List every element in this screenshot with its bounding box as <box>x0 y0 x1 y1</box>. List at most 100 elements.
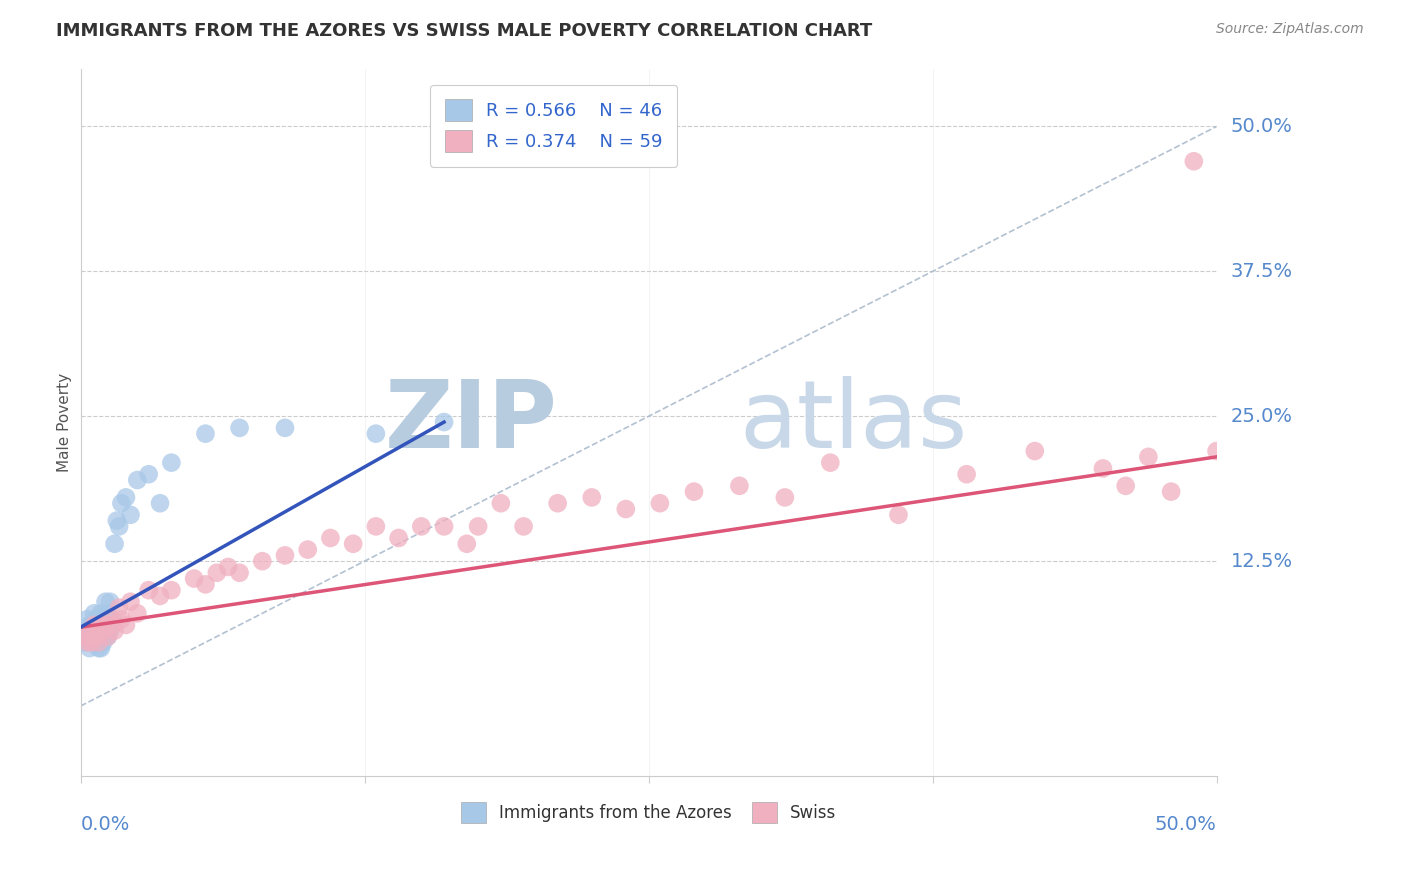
Point <box>97 607 120 621</box>
Point <box>956 467 979 482</box>
Point <box>252 554 274 568</box>
Point <box>83 624 105 638</box>
Point <box>87 635 110 649</box>
Point <box>456 537 478 551</box>
Point <box>1160 484 1182 499</box>
Y-axis label: Male Poverty: Male Poverty <box>58 373 72 472</box>
Point <box>614 502 637 516</box>
Point <box>228 421 250 435</box>
Point <box>94 618 117 632</box>
Point <box>127 607 149 621</box>
Point <box>194 426 217 441</box>
Point <box>820 456 842 470</box>
Point <box>91 624 114 638</box>
Point <box>115 618 138 632</box>
Point <box>79 618 101 632</box>
Point <box>76 635 98 649</box>
Point <box>228 566 250 580</box>
Point <box>110 496 132 510</box>
Text: Source: ZipAtlas.com: Source: ZipAtlas.com <box>1216 22 1364 37</box>
Point <box>411 519 433 533</box>
Point <box>73 630 96 644</box>
Point <box>120 508 142 522</box>
Point <box>91 635 114 649</box>
Point <box>160 583 183 598</box>
Point <box>94 630 117 644</box>
Point <box>433 415 456 429</box>
Point <box>149 496 172 510</box>
Text: atlas: atlas <box>740 376 967 468</box>
Point <box>83 630 105 644</box>
Point <box>91 612 114 626</box>
Point <box>547 496 569 510</box>
Text: 50.0%: 50.0% <box>1230 117 1292 136</box>
Text: 0.0%: 0.0% <box>80 814 129 833</box>
Point <box>1115 479 1137 493</box>
Point <box>83 635 105 649</box>
Point <box>489 496 512 510</box>
Text: 37.5%: 37.5% <box>1230 262 1292 281</box>
Point <box>104 537 127 551</box>
Point <box>98 624 121 638</box>
Point <box>87 641 110 656</box>
Point <box>467 519 489 533</box>
Point <box>98 612 121 626</box>
Point <box>149 589 172 603</box>
Point <box>86 612 108 626</box>
Point <box>512 519 534 533</box>
Point <box>110 612 132 626</box>
Point <box>90 630 112 644</box>
Point <box>194 577 217 591</box>
Point <box>120 595 142 609</box>
Point <box>79 641 101 656</box>
Point <box>108 519 131 533</box>
Point <box>364 519 387 533</box>
Point <box>80 630 103 644</box>
Point <box>98 595 121 609</box>
Point <box>1091 461 1114 475</box>
Point <box>205 566 228 580</box>
Text: 25.0%: 25.0% <box>1230 407 1292 425</box>
Point <box>76 612 98 626</box>
Text: ZIP: ZIP <box>385 376 558 468</box>
Point <box>160 456 183 470</box>
Point <box>73 635 96 649</box>
Point <box>83 607 105 621</box>
Text: 12.5%: 12.5% <box>1230 551 1292 571</box>
Point <box>887 508 910 522</box>
Point <box>1024 444 1046 458</box>
Point <box>94 595 117 609</box>
Legend: Immigrants from the Azores, Swiss: Immigrants from the Azores, Swiss <box>453 794 845 831</box>
Point <box>364 426 387 441</box>
Point <box>217 560 239 574</box>
Point <box>1137 450 1160 464</box>
Point <box>138 467 160 482</box>
Point <box>86 635 108 649</box>
Point <box>274 421 297 435</box>
Point <box>86 630 108 644</box>
Point <box>683 484 706 499</box>
Point <box>105 514 128 528</box>
Point <box>127 473 149 487</box>
Point <box>773 491 796 505</box>
Point <box>1182 154 1205 169</box>
Point <box>581 491 603 505</box>
Point <box>108 600 131 615</box>
Point <box>1205 444 1227 458</box>
Point <box>80 618 103 632</box>
Point <box>80 635 103 649</box>
Point <box>90 618 112 632</box>
Point <box>297 542 319 557</box>
Point <box>728 479 751 493</box>
Point <box>87 635 110 649</box>
Point <box>138 583 160 598</box>
Point <box>104 624 127 638</box>
Point <box>101 618 124 632</box>
Point <box>87 624 110 638</box>
Point <box>319 531 342 545</box>
Point <box>433 519 456 533</box>
Point <box>80 624 103 638</box>
Point <box>342 537 364 551</box>
Point <box>101 612 124 626</box>
Point <box>90 607 112 621</box>
